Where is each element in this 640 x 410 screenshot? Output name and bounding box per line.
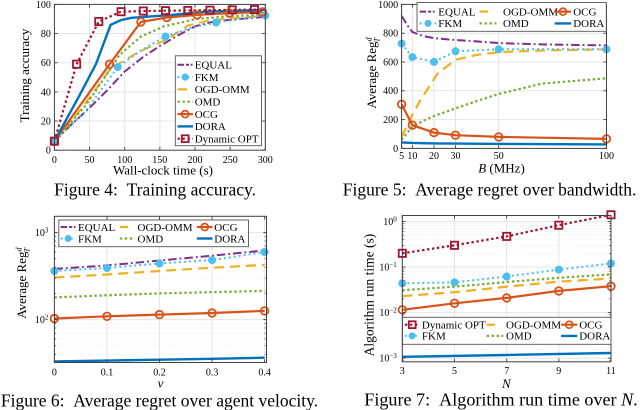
svg-text:OMD: OMD: [138, 233, 164, 245]
svg-text:OMD: OMD: [503, 18, 529, 30]
svg-text:3: 3: [400, 366, 405, 377]
svg-text:10−2.: 10−2.: [379, 307, 399, 320]
svg-text:300: 300: [258, 155, 273, 166]
svg-text:100.: 100.: [383, 215, 399, 228]
svg-text:250: 250: [223, 155, 238, 166]
svg-text:40: 40: [41, 87, 51, 98]
svg-text:0: 0: [52, 367, 57, 378]
svg-text:10−1.: 10−1.: [379, 261, 399, 274]
svg-text:OMD: OMD: [195, 97, 221, 109]
svg-text:50: 50: [85, 155, 95, 166]
svg-text:400: 400: [383, 86, 398, 97]
svg-text:102.: 102.: [35, 314, 51, 327]
svg-text:DORA: DORA: [214, 233, 245, 245]
svg-text:9: 9: [556, 366, 561, 377]
svg-text:Figure 5: Average regret over: Figure 5: Average regret over bandwidth.: [343, 180, 637, 200]
svg-text:7: 7: [504, 366, 509, 377]
svg-text:30: 30: [451, 151, 461, 162]
svg-text:200: 200: [188, 155, 203, 166]
svg-text:EQUAL: EQUAL: [195, 60, 233, 72]
svg-text:80: 80: [41, 29, 51, 40]
svg-text:50: 50: [494, 151, 504, 162]
svg-text:OGD-OMM: OGD-OMM: [138, 222, 193, 234]
svg-text:103.: 103.: [35, 227, 51, 240]
svg-text:OCG: OCG: [214, 222, 237, 234]
svg-text:0.4: 0.4: [258, 367, 271, 378]
svg-text:FKM: FKM: [438, 18, 462, 30]
svg-text:20: 20: [429, 151, 439, 162]
svg-text:0: 0: [393, 144, 398, 155]
svg-text:Figure 7: Algorithm run time: Figure 7: Algorithm run time over N.: [364, 390, 637, 410]
svg-text:1000: 1000: [378, 0, 398, 11]
svg-text:0: 0: [46, 146, 51, 157]
svg-text:EQUAL: EQUAL: [438, 6, 476, 18]
svg-text:0.2: 0.2: [153, 367, 166, 378]
svg-text:Average RegdT.: Average RegdT.: [14, 245, 32, 319]
svg-text:OMD: OMD: [506, 331, 532, 343]
svg-text:DORA: DORA: [573, 18, 604, 30]
svg-text:B (MHz): B (MHz): [478, 161, 525, 176]
svg-text:150: 150: [152, 155, 167, 166]
svg-text:EQUAL: EQUAL: [78, 222, 116, 234]
svg-text:OGD-OMM: OGD-OMM: [503, 6, 558, 18]
svg-text:OGD-OMM: OGD-OMM: [506, 320, 561, 332]
svg-text:0.3: 0.3: [206, 367, 219, 378]
svg-text:Algorithm run time (s): Algorithm run time (s): [362, 234, 377, 357]
svg-text:FKM: FKM: [195, 72, 219, 84]
svg-text:100: 100: [36, 0, 51, 11]
svg-text:FKM: FKM: [78, 233, 102, 245]
svg-text:0: 0: [52, 155, 57, 166]
svg-text:OCG: OCG: [579, 320, 602, 332]
svg-text:FKM: FKM: [422, 331, 446, 343]
svg-text:200: 200: [383, 115, 398, 126]
svg-text:N: N: [501, 376, 512, 391]
svg-text:10−3.: 10−3.: [379, 352, 399, 365]
svg-text:OCG: OCG: [573, 6, 596, 18]
svg-text:Average RegdT.: Average RegdT.: [364, 35, 382, 109]
svg-text:0.1: 0.1: [101, 367, 114, 378]
svg-text:5: 5: [399, 151, 404, 162]
svg-text:Dynamic OPT: Dynamic OPT: [422, 320, 486, 332]
svg-text:Training accuracy: Training accuracy: [17, 28, 32, 122]
svg-text:v: v: [158, 375, 164, 390]
svg-text:5: 5: [452, 366, 457, 377]
svg-text:10: 10: [407, 151, 417, 162]
svg-text:Dynamic OPT: Dynamic OPT: [195, 134, 259, 146]
svg-text:20: 20: [41, 116, 51, 127]
svg-text:100: 100: [117, 155, 132, 166]
svg-text:OGD-OMM: OGD-OMM: [195, 84, 250, 96]
svg-text:100: 100: [599, 151, 614, 162]
svg-text:DORA: DORA: [579, 331, 610, 343]
svg-text:60: 60: [41, 58, 51, 69]
svg-text:11: 11: [606, 366, 616, 377]
svg-text:Figure 4: Training accuracy.: Figure 4: Training accuracy.: [54, 180, 256, 200]
svg-text:DORA: DORA: [195, 121, 226, 133]
svg-text:Wall-clock time (s): Wall-clock time (s): [113, 163, 213, 178]
svg-text:Figure 6: Average regret over: Figure 6: Average regret over agent velo…: [1, 390, 318, 410]
svg-text:800: 800: [383, 29, 398, 40]
svg-text:OCG: OCG: [195, 109, 218, 121]
svg-text:600: 600: [383, 57, 398, 68]
